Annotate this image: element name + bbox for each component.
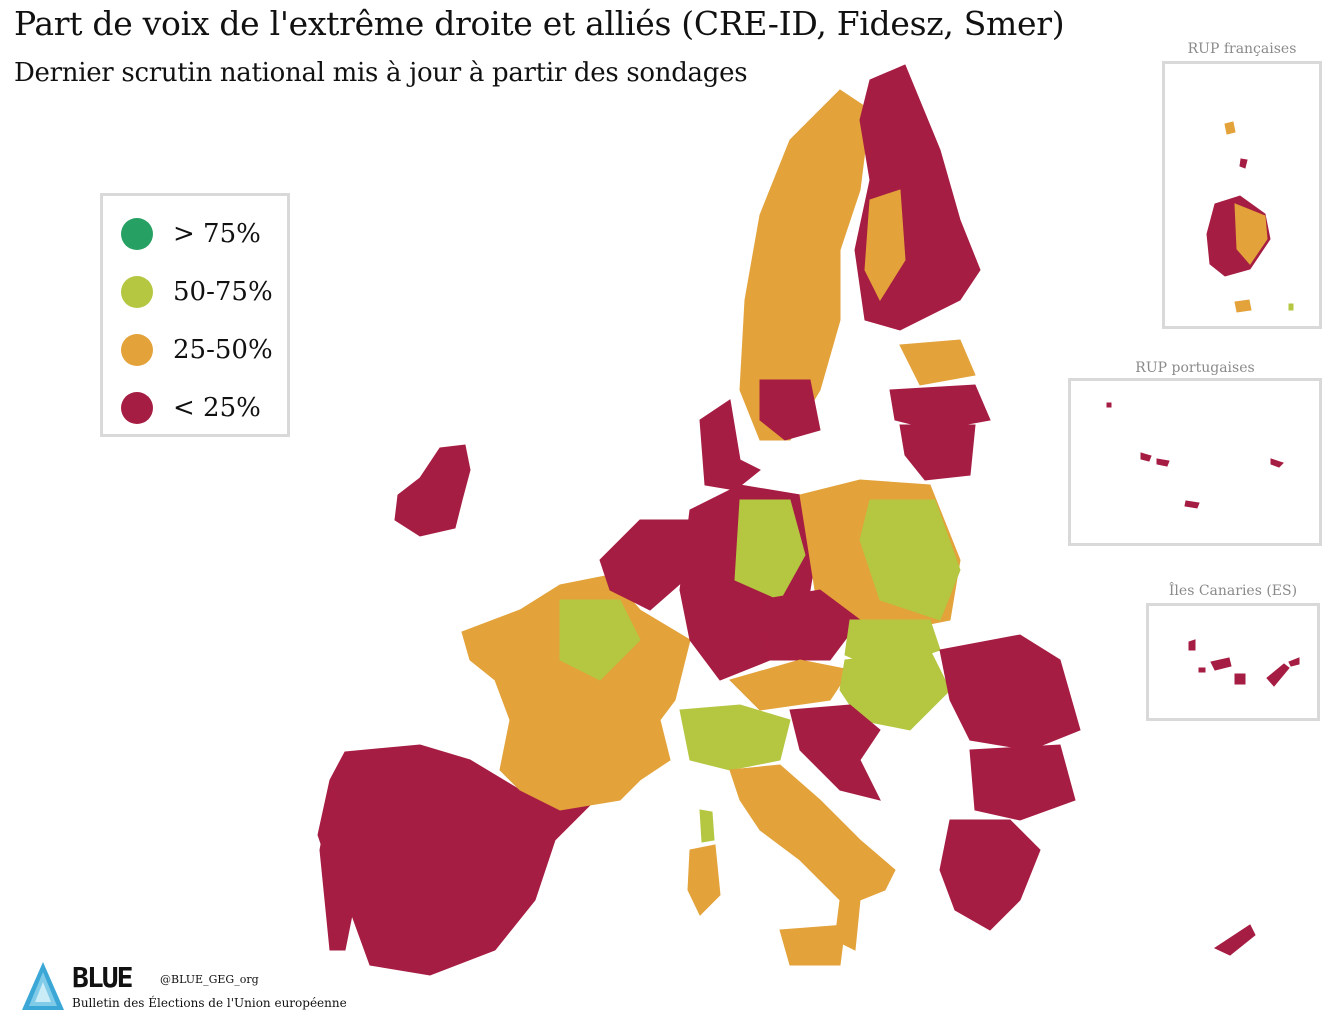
inset-portuguese: [1068, 378, 1322, 546]
legend-item-25-50: 25-50%: [121, 332, 273, 368]
map-title: Part de voix de l'extrême droite et alli…: [14, 4, 1065, 43]
inset-label-portuguese: RUP portugaises: [1135, 360, 1255, 376]
region-sardinia: [687, 844, 721, 916]
region-romania: [939, 634, 1081, 751]
inset-fuerteventura: [1266, 663, 1290, 687]
region-estonia: [899, 339, 976, 386]
region-germany-east: [734, 499, 806, 601]
region-latvia: [889, 384, 991, 431]
legend: > 75% 50-75% 25-50% < 25%: [100, 193, 290, 437]
twitter-handle: @BLUE_GEG_org: [160, 973, 259, 986]
region-croatia: [789, 704, 881, 801]
inset-madeira: [1184, 500, 1200, 509]
region-poland-east: [859, 499, 961, 621]
legend-item-gt75: > 75%: [121, 216, 261, 252]
inset-azores-1: [1140, 452, 1152, 462]
inset-reunion: [1234, 299, 1252, 313]
logo-caption: Bulletin des Élections de l'Union europé…: [72, 996, 347, 1010]
legend-label-50-75: 50-75%: [173, 277, 273, 307]
region-finland: [854, 64, 981, 331]
region-italy-north: [679, 704, 791, 771]
inset-azores-2: [1156, 458, 1170, 467]
inset-french-guiana-east: [1234, 203, 1268, 265]
inset-mayotte: [1288, 303, 1294, 311]
region-sicily: [779, 924, 846, 966]
region-sweden: [739, 89, 871, 441]
inset-label-french: RUP françaises: [1187, 41, 1297, 57]
inset-la-gomera: [1198, 667, 1206, 673]
legend-swatch-lt25: [121, 392, 153, 424]
region-czechia: [759, 589, 861, 661]
map-subtitle: Dernier scrutin national mis à jour à pa…: [14, 58, 748, 88]
inset-label-canaries: Îles Canaries (ES): [1168, 583, 1298, 599]
region-sweden-south: [759, 379, 821, 441]
region-corsica: [699, 809, 715, 843]
logo-wordmark: BLUE: [72, 961, 133, 994]
legend-swatch-25-50: [121, 334, 153, 366]
blue-logo-icon: [22, 962, 64, 1010]
region-greece: [939, 819, 1041, 931]
legend-swatch-50-75: [121, 276, 153, 308]
inset-azores-3: [1270, 458, 1284, 468]
region-italy: [729, 764, 896, 951]
region-france-centre: [559, 599, 641, 681]
legend-label-25-50: 25-50%: [173, 335, 273, 365]
region-lithuania: [899, 424, 976, 481]
region-finland-west: [864, 189, 906, 302]
inset-canaries: [1146, 603, 1320, 721]
inset-guadeloupe: [1224, 121, 1236, 135]
legend-label-lt25: < 25%: [173, 393, 261, 423]
inset-lanzarote: [1288, 657, 1300, 667]
legend-item-lt25: < 25%: [121, 390, 261, 426]
region-austria: [729, 659, 851, 711]
inset-flores: [1106, 402, 1112, 408]
region-ireland: [394, 444, 471, 537]
legend-label-gt75: > 75%: [173, 219, 261, 249]
inset-french: [1162, 61, 1322, 329]
region-bulgaria: [969, 744, 1076, 821]
region-hungary: [839, 649, 951, 731]
legend-item-50-75: 50-75%: [121, 274, 273, 310]
inset-la-palma: [1188, 639, 1196, 651]
region-cyprus: [1213, 924, 1256, 956]
region-denmark: [699, 399, 761, 491]
inset-tenerife: [1210, 657, 1232, 671]
inset-martinique: [1239, 158, 1248, 169]
region-portugal: [319, 794, 366, 951]
legend-swatch-gt75: [121, 218, 153, 250]
inset-gran-canaria: [1234, 673, 1246, 685]
